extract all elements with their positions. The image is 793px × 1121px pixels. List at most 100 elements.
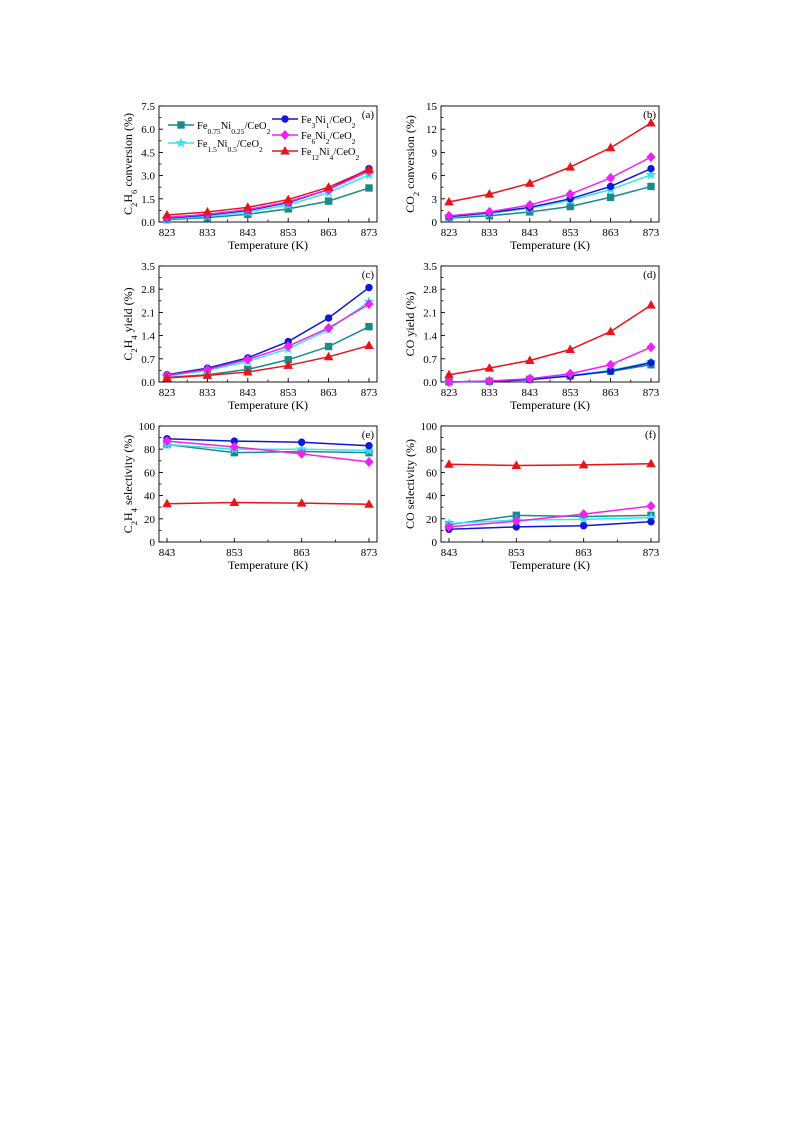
x-tick-label: 853: [562, 227, 579, 239]
data-point: [647, 164, 655, 173]
series-triangle: [162, 497, 374, 508]
y-axis-label: C2H6 conversion (%): [121, 113, 139, 215]
y-tick-label: 0.7: [423, 354, 437, 366]
x-tick-label: 833: [199, 227, 216, 239]
x-tick-label: 853: [508, 547, 525, 559]
series-line: [448, 516, 652, 525]
data-point: [365, 322, 373, 331]
legend-label: Fe3Ni1/CeO2: [301, 115, 356, 130]
series-line: [166, 174, 370, 220]
series-diamond: [444, 500, 656, 532]
panel-tag: (a): [362, 109, 375, 121]
legend-entry: Fe6Ni2/CeO2: [272, 129, 356, 146]
data-point: [444, 459, 454, 468]
y-tick-label: 12: [426, 124, 437, 136]
data-point: [444, 521, 454, 532]
data-point: [297, 438, 306, 446]
data-point: [566, 202, 574, 211]
data-point: [647, 182, 655, 191]
data-point: [565, 162, 576, 171]
y-tick-label: 6: [432, 171, 438, 183]
data-point: [605, 359, 616, 370]
series-line: [448, 462, 652, 467]
series-line: [448, 514, 652, 526]
data-point: [283, 194, 294, 204]
x-tick-label: 843: [522, 227, 539, 239]
data-point: [324, 342, 333, 351]
y-tick-label: 60: [144, 467, 156, 479]
series-line: [166, 301, 370, 377]
series-line: [448, 361, 652, 383]
chart-panel-f: 0 20 40 60 80 100 843 853 863 873 Temperature (K) C…: [403, 421, 660, 572]
x-tick-label: 823: [159, 227, 176, 239]
series-triangle: [162, 164, 374, 219]
series-line: [166, 501, 370, 506]
data-point: [283, 341, 293, 352]
x-tick-label: 873: [361, 227, 378, 239]
series-circle: [445, 517, 655, 533]
legend-label: Fe0.75Ni0.25/CeO2: [197, 121, 271, 136]
chart-panel-c: 0.0 0.7 1.4 2.1 2.8 3.5 823 833 843 853 863 873 Temp…: [121, 261, 378, 412]
data-point: [162, 498, 172, 508]
x-tick-label: 823: [441, 387, 458, 399]
data-point: [444, 210, 454, 221]
data-point: [565, 344, 576, 354]
y-axis-label: C2H4 selectivity (%): [121, 435, 139, 534]
data-point: [565, 368, 575, 379]
x-tick-label: 843: [441, 547, 458, 559]
data-point: [646, 500, 656, 512]
y-tick-label: 20: [144, 514, 156, 526]
data-point: [297, 448, 307, 459]
x-tick-label: 833: [481, 387, 498, 399]
x-tick-label: 853: [280, 387, 297, 399]
data-point: [202, 370, 213, 379]
data-point: [647, 359, 655, 367]
x-tick-label: 863: [575, 547, 592, 559]
series-line: [448, 346, 652, 383]
data-point: [444, 196, 454, 206]
legend-entry: Fe3Ni1/CeO2: [272, 115, 356, 130]
y-tick-label: 15: [426, 101, 438, 113]
series-triangle: [444, 458, 656, 469]
x-tick-label: 843: [240, 227, 257, 239]
data-point: [606, 193, 615, 201]
legend-label: Fe1.5Ni0.5/CeO2: [197, 139, 263, 154]
data-point: [324, 314, 333, 322]
data-point: [647, 517, 655, 526]
x-axis-label: Temperature (K): [228, 558, 308, 572]
y-tick-label: 80: [426, 444, 438, 456]
legend-marker: [280, 145, 290, 155]
y-tick-label: 0.0: [141, 377, 155, 389]
series-line: [166, 303, 370, 377]
data-point: [484, 375, 495, 387]
y-axis-label: CO yield (%): [403, 292, 417, 357]
x-tick-label: 833: [199, 387, 216, 399]
x-tick-label: 863: [320, 227, 337, 239]
series-line: [448, 364, 652, 383]
y-axis-label: CO2 conversion (%): [403, 115, 421, 213]
data-point: [202, 206, 213, 216]
x-tick-label: 863: [293, 547, 310, 559]
data-point: [645, 169, 657, 180]
series-star: [161, 296, 375, 381]
series-circle: [445, 164, 655, 221]
chart-panel-d: 0.0 0.7 1.4 2.1 2.8 3.5 823 833 843 853 863 873 Temp…: [403, 261, 660, 412]
data-point: [565, 189, 575, 200]
y-tick-label: 3.5: [141, 261, 155, 273]
x-tick-label: 873: [643, 547, 660, 559]
y-tick-label: 0.0: [423, 377, 437, 389]
legend-entry: Fe12Ni4/CeO2: [272, 145, 360, 162]
legend-marker: [281, 115, 289, 123]
data-point: [364, 340, 374, 350]
y-tick-label: 2.1: [141, 307, 155, 319]
y-tick-label: 7.5: [141, 101, 155, 113]
data-point: [364, 164, 374, 173]
y-tick-label: 40: [144, 491, 156, 503]
y-tick-label: 1.4: [423, 331, 437, 343]
data-point: [444, 376, 454, 388]
data-point: [511, 460, 522, 469]
y-axis-label: CO selectivity (%): [403, 439, 417, 529]
panel-tag: (b): [643, 109, 656, 121]
y-tick-label: 1.4: [141, 331, 155, 343]
